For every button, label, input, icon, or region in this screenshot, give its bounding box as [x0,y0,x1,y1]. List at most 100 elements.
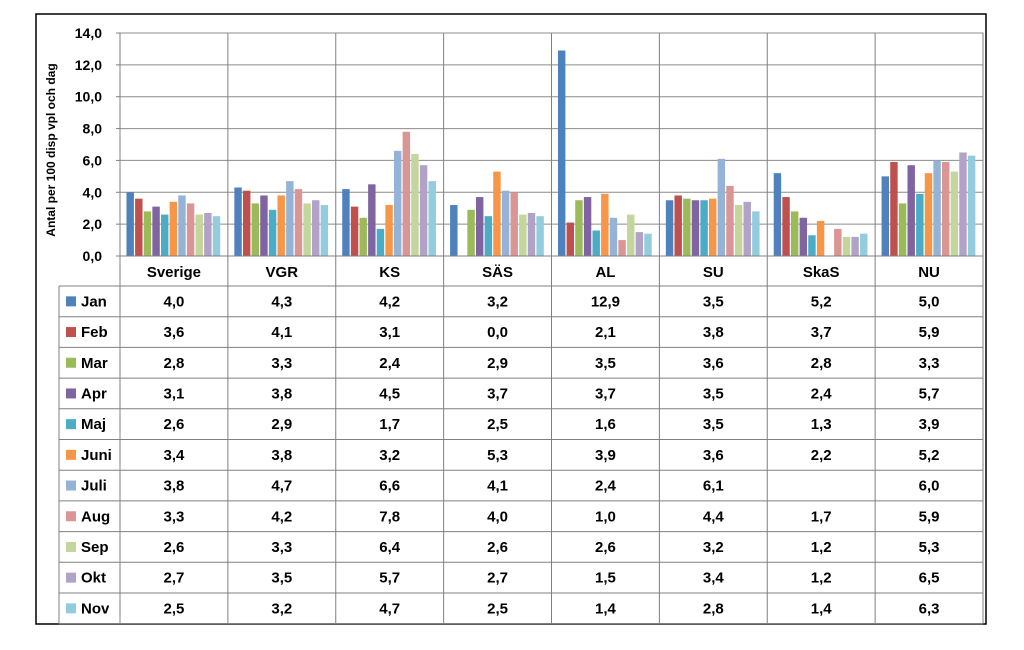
bar-juni-1 [277,195,285,256]
table-cell-value: 4,2 [379,293,400,310]
y-axis-ticks: 0,0 2,0 4,0 6,0 8,0 10,0 12,0 14,0 [75,25,102,264]
bar-aug-2 [402,131,411,256]
legend-key-maj [66,419,76,430]
legend-label: Juli [81,478,107,495]
table-cell-value: 6,3 [919,600,940,617]
bar-okt-1 [312,200,320,256]
bar-juli-4 [609,217,618,256]
bar-juni-0 [169,201,178,256]
legend-label: Okt [81,570,106,587]
bar-apr-7 [907,165,915,256]
bar-juni-5 [708,198,717,256]
bar-juli-1 [286,181,294,256]
bar-apr-4 [583,197,592,256]
bar-okt-5 [743,201,751,256]
bar-apr-6 [799,217,808,256]
bar-mar-3 [467,209,475,256]
bar-maj-6 [808,235,816,256]
bar-juni-4 [601,193,609,256]
legend-label: Apr [81,385,107,402]
table-cell-value: 4,2 [271,508,292,525]
table-cell-value: 3,1 [379,324,400,341]
bar-nov-0 [212,216,221,256]
table-cell-value: 5,2 [919,447,940,464]
bar-feb-6 [782,197,790,256]
table-cell-value: 3,8 [271,447,292,464]
table-cell-value: 5,7 [919,385,940,402]
bar-aug-0 [186,203,195,256]
legend-key-feb [66,327,76,338]
category-label: SkaS [803,264,840,281]
category-label: KS [379,264,400,281]
table-cell-value: 3,8 [164,478,185,495]
bar-aug-5 [726,185,734,256]
table-cell-value: 1,7 [379,416,400,433]
category-label: AL [595,264,615,281]
bar-apr-1 [260,195,268,256]
bar-mar-6 [790,211,799,256]
table-cell-value: 3,9 [595,447,616,464]
bar-jan-6 [773,173,782,256]
table-cell-value: 5,9 [919,508,940,525]
table-cell-value: 2,4 [811,385,833,402]
table-cell-value: 2,5 [487,600,508,617]
table-cell-value: 2,7 [164,570,185,587]
table-cell-value: 2,1 [595,324,616,341]
bar-maj-0 [160,214,169,256]
bar-nov-5 [752,211,760,256]
bar-okt-2 [419,165,428,256]
bar-juni-6 [816,220,825,256]
table-cell-value: 3,3 [164,508,185,525]
bar-apr-2 [368,184,376,256]
bar-maj-1 [268,209,277,256]
table-cell-value: 12,9 [591,293,620,310]
legend-key-juni [66,449,76,460]
table-cell-value: 6,5 [919,570,940,587]
bar-nov-1 [320,205,329,256]
table-cell-value: 5,9 [919,324,940,341]
bar-aug-6 [834,228,842,256]
table-cell-value: 3,7 [595,385,616,402]
legend-label: Nov [81,600,110,617]
bar-nov-6 [860,233,868,256]
legend-label: Juni [81,447,112,464]
table-cell-value: 3,8 [271,385,292,402]
legend-key-nov [66,603,76,614]
table-cell-value: 4,7 [379,600,400,617]
table-cell-value: 4,1 [271,324,292,341]
bar-apr-3 [475,197,484,256]
bars [126,50,976,257]
table-cell-value: 4,0 [164,293,185,310]
table-cell-value: 3,5 [595,355,616,372]
table-cell-value: 5,7 [379,570,400,587]
bar-feb-7 [890,162,898,256]
legend-key-aug [66,511,76,522]
table-cell-value: 3,5 [703,385,724,402]
table-cell-value: 6,1 [703,478,724,495]
legend-key-apr [66,388,76,399]
bar-apr-5 [691,200,700,256]
table-cell-value: 2,6 [487,539,508,556]
legend-label: Jan [81,293,107,310]
table-cell-value: 1,4 [811,600,833,617]
category-label: VGR [266,264,299,281]
table-cell-value: 3,9 [919,416,940,433]
table-cell-value: 5,3 [919,539,940,556]
table-cell-value: 3,3 [271,355,292,372]
table-cell-value: 2,8 [164,355,185,372]
bar-nov-3 [536,216,544,256]
y-tick-label: 6,0 [83,152,103,168]
table-cell-value: 4,3 [271,293,292,310]
table-cell-value: 0,0 [487,324,508,341]
y-tick-label: 8,0 [83,121,103,137]
table-cell-value: 3,2 [379,447,400,464]
table-cell-value: 6,0 [919,478,940,495]
bar-okt-3 [527,212,536,256]
table-cell-value: 5,3 [487,447,508,464]
table-cell-value: 2,8 [811,355,832,372]
table-cell-value: 1,3 [811,416,832,433]
bar-juli-0 [178,195,186,256]
category-label: SU [703,264,724,281]
bar-maj-4 [592,230,600,256]
